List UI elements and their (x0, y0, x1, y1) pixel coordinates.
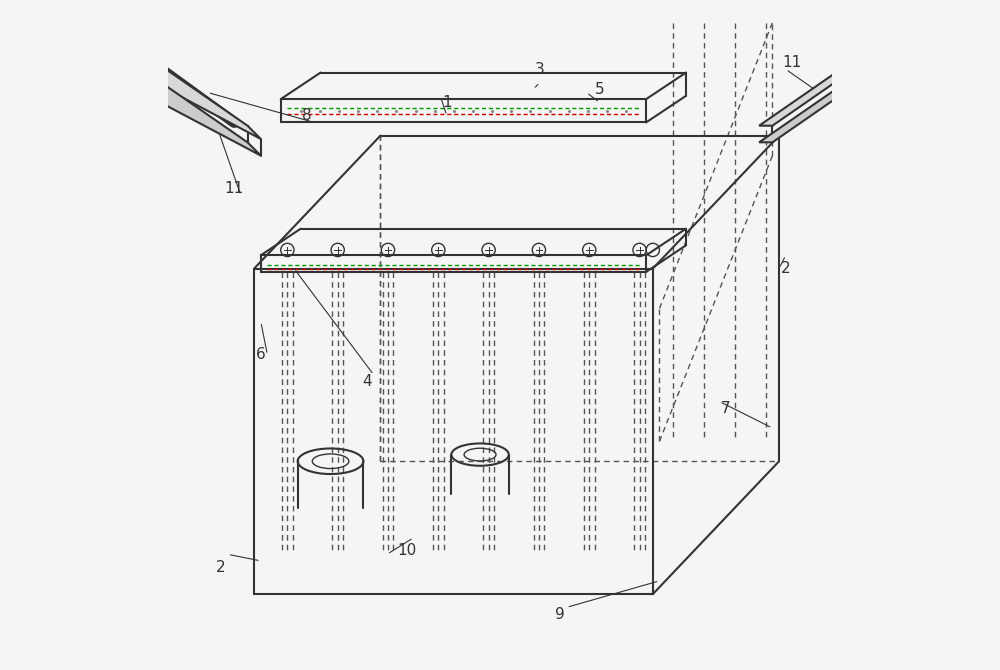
Text: 2: 2 (781, 261, 791, 276)
Polygon shape (759, 66, 859, 126)
Text: 2: 2 (216, 560, 226, 575)
Text: 6: 6 (256, 348, 266, 362)
Polygon shape (148, 66, 261, 139)
Text: 1: 1 (442, 95, 452, 110)
Text: 11: 11 (783, 55, 802, 70)
Text: 10: 10 (397, 543, 417, 558)
Text: 3: 3 (535, 62, 545, 77)
Text: 9: 9 (555, 606, 565, 622)
Text: 8: 8 (302, 109, 312, 123)
Text: 11: 11 (225, 182, 244, 196)
Polygon shape (148, 82, 261, 155)
Text: 7: 7 (721, 401, 731, 415)
Polygon shape (759, 82, 859, 142)
Text: 4: 4 (362, 374, 372, 389)
Text: 5: 5 (595, 82, 604, 96)
